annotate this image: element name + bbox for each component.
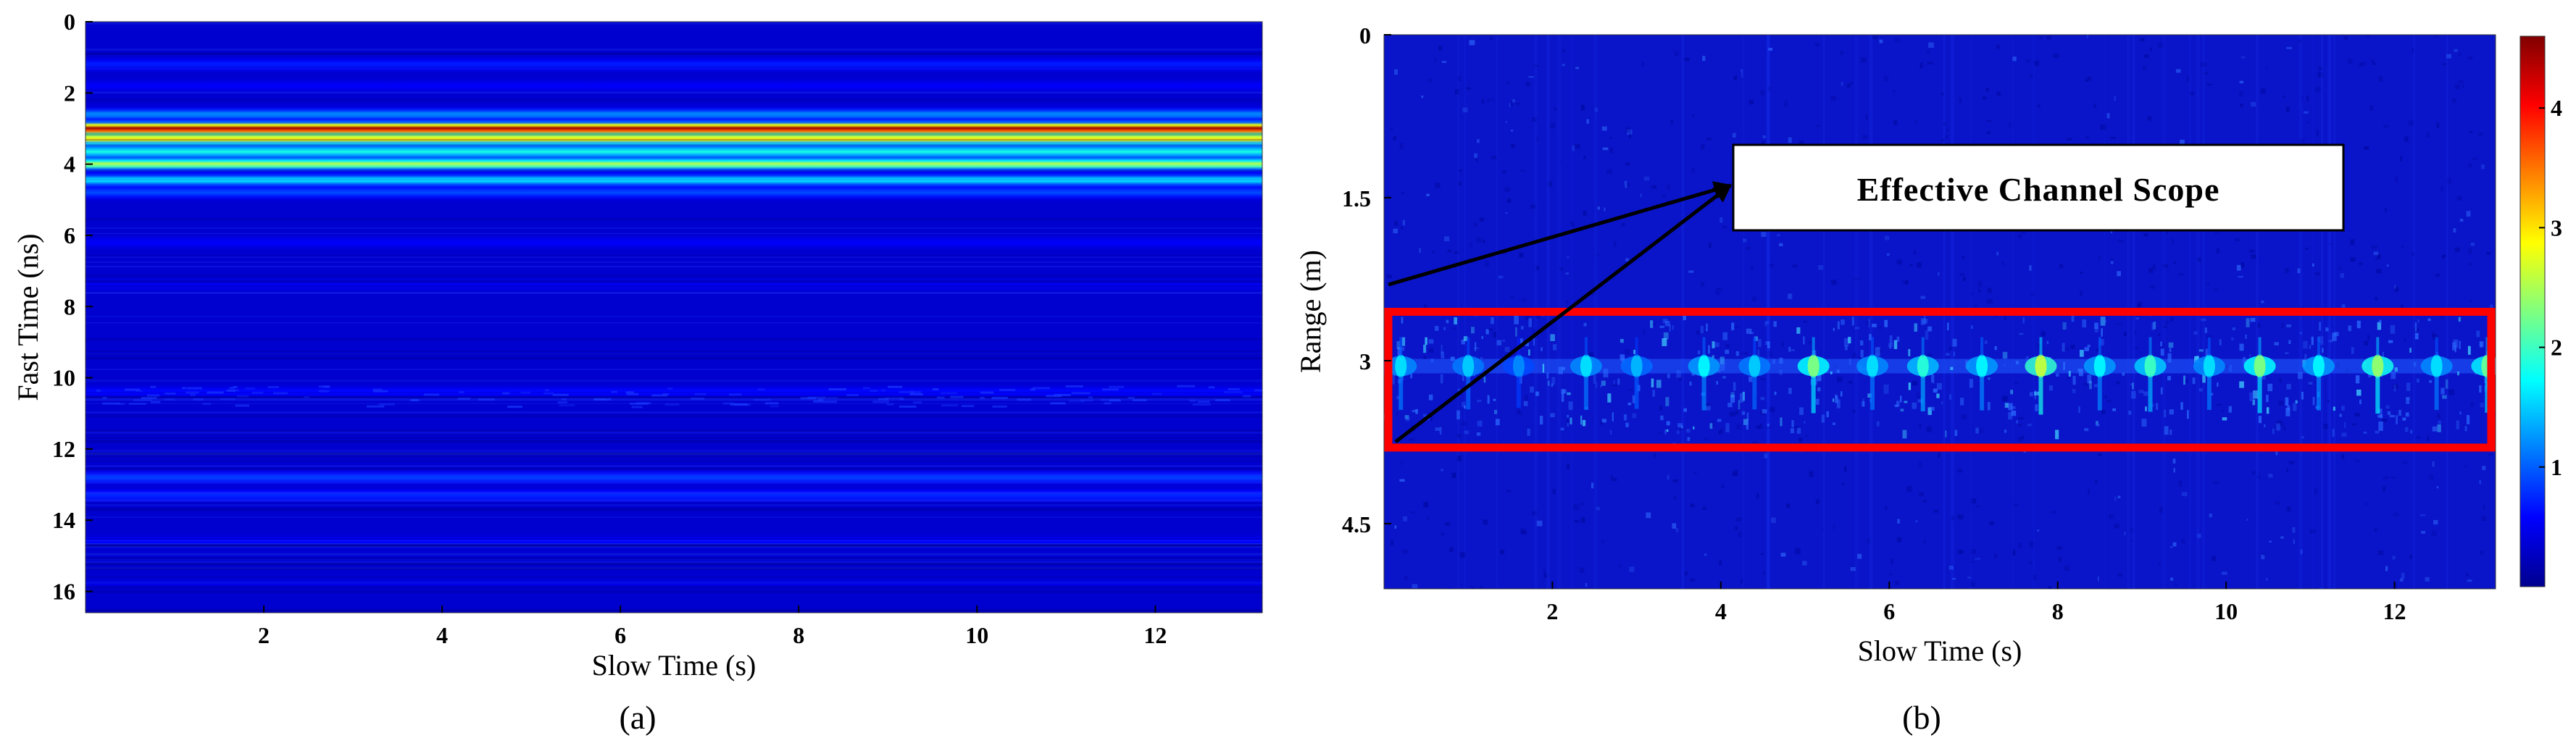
panel-b-peak [1385,337,1417,410]
panel-b-ticks: 2 4 6 8 10 12 0 1.5 3 4.5 [1342,22,2406,624]
colorbar-ticks: 1 2 3 4 [2539,95,2562,480]
panel-b-peak [1570,337,1602,410]
panel-a-xtick: 10 [965,622,988,648]
panel-b-xlabel: Slow Time (s) [1858,634,2022,667]
panel-a-xtick: 12 [1143,622,1167,648]
panel-a-texture [86,22,1262,612]
annotation-arrows [1388,181,1733,443]
panel-a: 2 4 6 8 10 12 0 2 4 6 8 10 12 14 16 Slow Time (s) Fast… [12,9,1263,736]
panel-b-peak [1738,337,1771,410]
panel-b-peaks [1385,337,2496,415]
panel-b-peak [1620,337,1653,409]
panel-a-ytick: 12 [52,436,75,462]
colorbar-tick: 3 [2551,214,2562,240]
panel-a-ytick: 14 [52,507,75,533]
panel-b-peak [1688,337,1720,411]
panel-b-ytick: 0 [1359,22,1371,49]
panel-b-ytick: 3 [1359,348,1371,374]
colorbar-tick: 1 [2551,454,2562,480]
panel-a-ytick: 0 [64,9,75,35]
annotation-arrow [1388,181,1733,287]
panel-b-xtick: 2 [1546,598,1558,624]
panel-a-ticks: 2 4 6 8 10 12 0 2 4 6 8 10 12 14 16 [52,9,1167,648]
panel-b-ytick: 1.5 [1342,185,1371,211]
colorbar-tick: 4 [2551,95,2562,121]
panel-a-ytick: 2 [64,80,75,106]
panel-b-peak [1966,337,1998,411]
panel-b-xtick: 4 [1715,598,1727,624]
panel-b-xtick: 10 [2214,598,2238,624]
panel-b-peak [2243,337,2276,414]
panel-a-xtick: 2 [258,622,270,648]
annotation-label: Effective Channel Scope [1732,143,2345,232]
panel-a-ytick: 10 [52,365,75,391]
panel-b-peak [2193,337,2225,410]
panel-a-plot-area [85,21,1263,613]
panel-a-ytick: 8 [64,293,75,319]
panel-a-ylabel: Fast Time (ns) [12,233,44,401]
panel-b-xtick: 8 [2052,598,2064,624]
panel-b-peak [1856,337,1889,410]
effective-channel-box [1384,308,2496,452]
panel-b-peak [2025,337,2057,415]
panel-a-xtick: 8 [793,622,804,648]
panel-b-peak [2302,337,2335,411]
panel-a-xlabel: Slow Time (s) [592,649,756,682]
panel-b-xtick: 12 [2383,598,2406,624]
panel-b-peak [2362,337,2394,414]
panel-a-ytick: 6 [64,222,75,248]
panel-a-ytick: 16 [52,579,75,605]
panel-a-xtick: 4 [436,622,448,648]
colorbar-tick: 2 [2551,335,2562,361]
annotation-box [1732,143,2345,232]
colorbar [2519,35,2546,587]
panel-b-ylabel: Range (m) [1294,250,1327,373]
panel-b-peak [2083,337,2116,411]
panel-a-ytick: 4 [64,151,75,177]
panel-b-peak [1797,337,1830,414]
panel-b: Effective Channel Scope 2 4 6 8 10 1201.534.5… [1294,22,2562,736]
panel-b-peak [1452,337,1485,410]
annotation-text: Effective Channel Scope [1857,171,2220,208]
panel-b-xtick: 6 [1883,598,1895,624]
panel-b-ytick: 4.5 [1342,511,1371,537]
panel-b-peak [2134,337,2167,412]
panel-a-xtick: 6 [614,622,626,648]
panel-a-caption: (a) [619,699,656,736]
panel-b-peak [1906,337,1939,411]
panel-b-caption: (b) [1902,699,1941,736]
annotation-arrow [1394,184,1732,443]
panel-b-peak [2420,337,2453,410]
